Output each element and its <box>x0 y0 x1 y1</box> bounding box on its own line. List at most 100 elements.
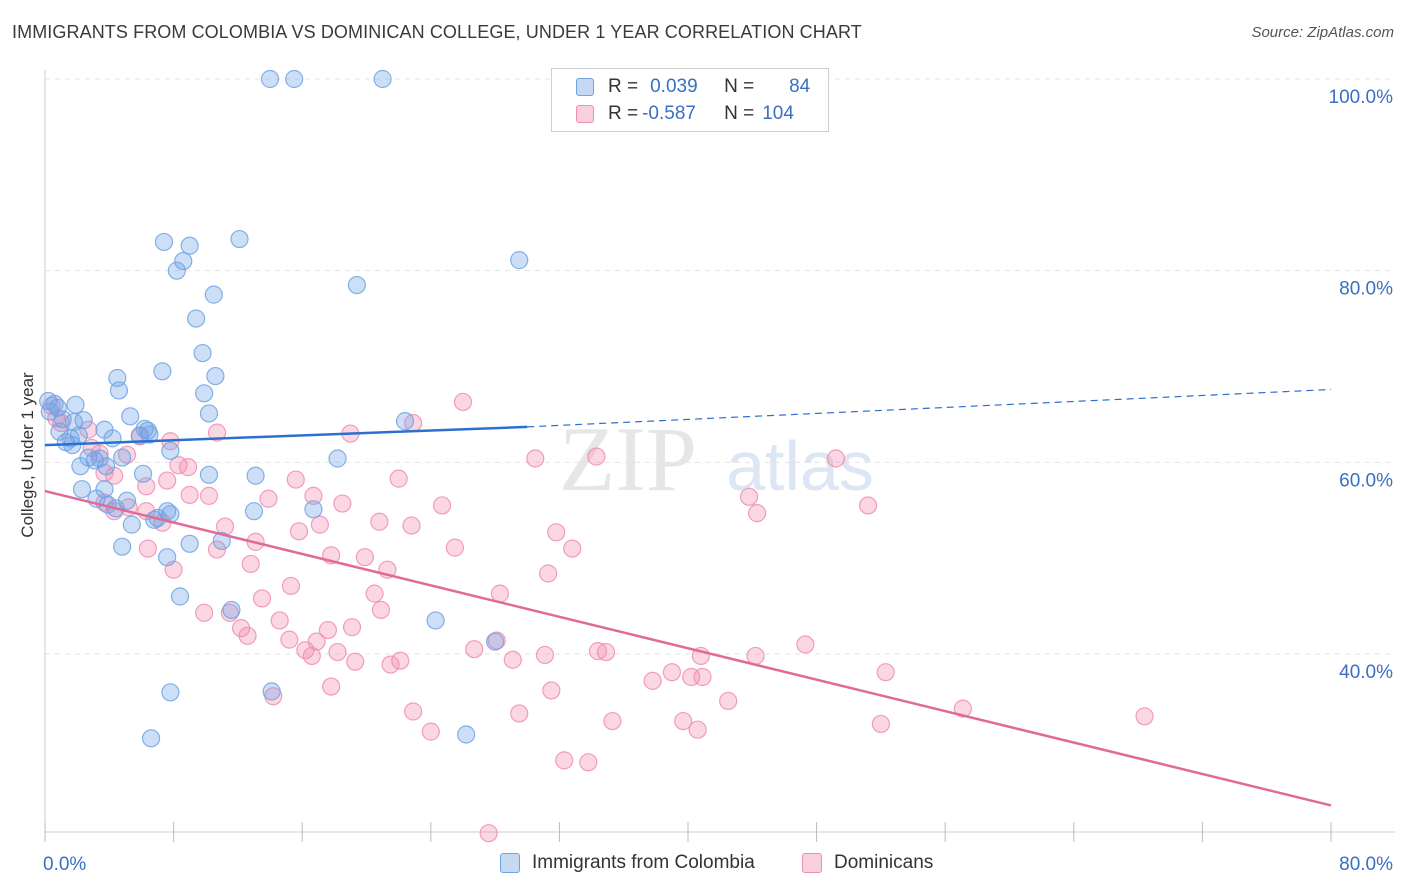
legend-row-dominicans: R = -0.587 N = 104 <box>576 101 802 127</box>
dominicans-point <box>746 646 765 666</box>
dominicans-point <box>199 486 219 505</box>
dominicans-point <box>748 504 767 523</box>
dominicans-point <box>158 471 177 490</box>
dominicans-point <box>526 449 545 468</box>
colombia-point <box>373 69 392 89</box>
colombia-point <box>161 441 180 460</box>
legend-row-colombia: R = 0.039 N = 84 <box>576 74 810 100</box>
dominicans-point <box>220 603 239 622</box>
colombia-point <box>222 600 241 620</box>
y-tick-label: 80.0% <box>1339 279 1393 300</box>
bottom-legend-label-dominicans: Dominicans <box>834 852 934 873</box>
dominicans-point <box>739 487 759 506</box>
dominicans-point <box>542 681 561 700</box>
colombia-point <box>187 309 206 328</box>
dominicans-point <box>539 564 558 583</box>
colombia-point <box>140 425 159 444</box>
watermark-zip: ZIP <box>559 408 697 510</box>
colombia-point <box>72 480 92 499</box>
dominicans-point <box>365 584 384 603</box>
colombia-trend-extension <box>527 388 1332 428</box>
dominicans-point <box>270 611 289 630</box>
dominicans-point <box>389 469 408 488</box>
dominicans-point <box>876 663 895 682</box>
dominicans-point <box>479 824 498 843</box>
colombia-point <box>50 422 69 441</box>
dominicans-point <box>535 645 555 665</box>
bottom-legend-colombia: Immigrants from Colombia <box>500 852 755 874</box>
colombia-point <box>457 725 476 744</box>
dominicans-point <box>207 423 227 442</box>
tick-labels: 40.0% 60.0% 80.0% 100.0% 0.0% 80.0% <box>43 87 1393 875</box>
dominicans-point <box>304 486 323 505</box>
dominicans-point <box>547 523 566 542</box>
legend-r-value: -0.587 <box>642 103 696 124</box>
dominicans-point <box>871 714 891 734</box>
dominicans-point <box>252 589 272 608</box>
colombia-point <box>161 683 180 702</box>
dominicans-point <box>241 554 260 574</box>
legend-swatch-dominicans <box>576 105 594 123</box>
dominicans-point <box>404 702 423 721</box>
colombia-point <box>154 232 174 252</box>
colombia-point <box>510 251 529 270</box>
legend-n-value: 104 <box>762 103 794 124</box>
dominicans-point <box>796 635 815 654</box>
legend-r-label: R = <box>608 76 639 97</box>
dominicans-point <box>445 538 465 557</box>
y-tick-label: 60.0% <box>1339 470 1393 491</box>
dominicans-point <box>719 691 738 711</box>
colombia-point <box>74 411 93 430</box>
dominicans-point <box>402 516 421 535</box>
dominicans-point <box>371 600 391 620</box>
colombia-point <box>153 362 172 381</box>
colombia-point <box>212 531 231 551</box>
dominicans-point <box>643 671 662 690</box>
dominicans-point <box>281 576 301 596</box>
dominicans-point <box>503 650 522 669</box>
colombia-point <box>48 398 67 417</box>
dominicans-point <box>555 751 574 770</box>
y-tick-label: 100.0% <box>1329 87 1394 108</box>
colombia-point <box>486 632 505 651</box>
colombia-point <box>167 261 186 280</box>
dominicans-point <box>688 720 707 739</box>
dominicans-point <box>280 630 299 649</box>
dominicans-point <box>465 640 484 659</box>
colombia-point <box>206 366 225 386</box>
dominicans-point <box>333 494 352 513</box>
dominicans-point <box>603 711 622 731</box>
dominicans-point <box>579 753 598 772</box>
colombia-point <box>180 534 199 553</box>
dominicans-point <box>207 540 227 559</box>
colombia-points <box>39 69 529 748</box>
legend-n-label: N = <box>724 76 755 97</box>
dominicans-point <box>391 651 410 670</box>
dominicans-point <box>381 655 400 674</box>
colombia-point <box>113 448 132 467</box>
legend-swatch-colombia <box>576 78 594 96</box>
dominicans-point <box>370 512 389 531</box>
dominicans-point <box>346 652 365 671</box>
colombia-point <box>260 69 280 89</box>
x-tick-label: 80.0% <box>1339 854 1393 875</box>
dominicans-point <box>302 646 321 666</box>
dominicans-point <box>180 485 199 505</box>
colombia-point <box>244 502 264 521</box>
legend-n-label: N = <box>724 103 755 124</box>
colombia-point <box>180 236 199 255</box>
bottom-legend-swatch-dominicans <box>802 853 822 873</box>
colombia-point <box>158 502 177 521</box>
stats-legend: R = 0.039 N = 84 R = -0.587 N = 104 <box>551 68 829 132</box>
dominicans-point <box>322 677 341 696</box>
chart-title: IMMIGRANTS FROM COLOMBIA VS DOMINICAN CO… <box>12 22 862 42</box>
colombia-point <box>79 448 98 467</box>
dominicans-trend-line <box>44 489 1332 807</box>
dominicans-point <box>487 631 506 650</box>
colombia-point <box>204 285 223 304</box>
colombia-point <box>426 611 445 630</box>
colombia-point <box>109 381 129 400</box>
dominicans-point <box>826 449 845 468</box>
dominicans-point <box>79 420 98 439</box>
